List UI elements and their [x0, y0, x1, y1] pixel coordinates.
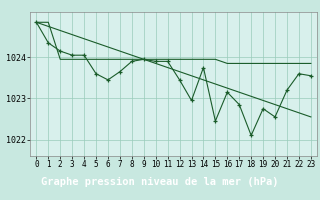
- Text: Graphe pression niveau de la mer (hPa): Graphe pression niveau de la mer (hPa): [41, 177, 279, 187]
